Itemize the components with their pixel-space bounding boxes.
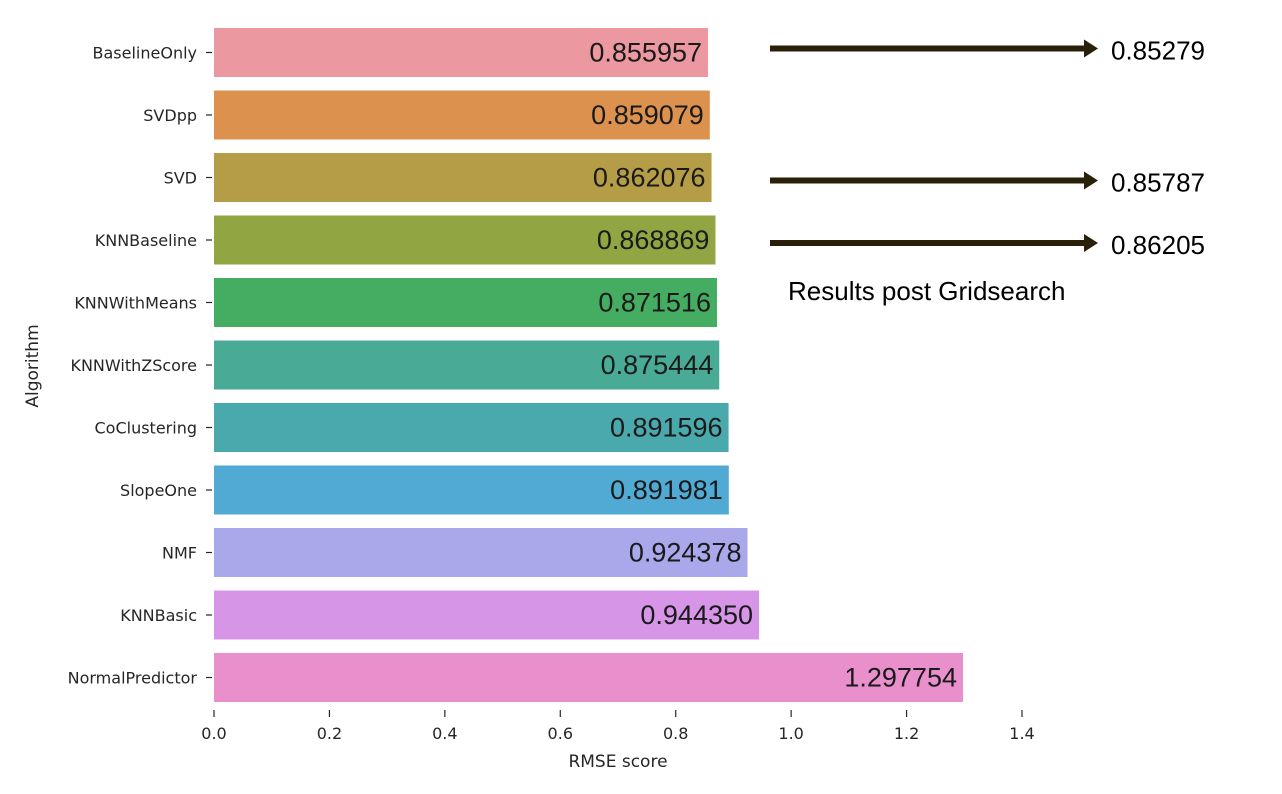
x-tick-label: 0.6 xyxy=(548,724,573,743)
x-tick-label: 0.0 xyxy=(201,724,226,743)
y-tick-label: SVD xyxy=(164,169,197,188)
bar-coclustering xyxy=(214,403,729,452)
x-tick-label: 1.0 xyxy=(778,724,803,743)
bar-value-label: 0.891981 xyxy=(610,475,723,505)
bar-svd xyxy=(214,153,712,202)
arrow-head xyxy=(1084,39,1098,58)
y-tick-label: SVDpp xyxy=(143,106,197,125)
y-axis: BaselineOnly SVDpp SVD KNNBaseline KNNWithMe… xyxy=(68,44,212,688)
bar-knnwithmeans xyxy=(214,278,717,327)
y-tick-label: CoClustering xyxy=(95,419,198,438)
bar-value-label: 1.297754 xyxy=(844,663,957,693)
bar-nmf xyxy=(214,528,748,577)
x-tick-label: 1.2 xyxy=(894,724,919,743)
arrow-head xyxy=(1084,234,1098,252)
annotation-value: 0.86205 xyxy=(1111,230,1205,260)
bar-knnwithzscore xyxy=(214,340,720,390)
y-tick-label: NMF xyxy=(162,544,197,563)
x-axis: 0.0 0.2 0.4 0.6 0.8 1.0 1.2 1.4 xyxy=(201,710,1035,743)
annotation-note: Results post Gridsearch xyxy=(788,276,1065,306)
bar-knnbasic xyxy=(214,590,760,640)
x-tick-label: 1.4 xyxy=(1009,724,1034,743)
bar-value-label: 0.859079 xyxy=(591,100,704,130)
bar-value-label: 0.868869 xyxy=(597,225,710,255)
y-tick-label: KNNBaseline xyxy=(95,231,197,250)
x-tick-label: 0.4 xyxy=(432,724,457,743)
bar-value-label: 0.871516 xyxy=(598,288,711,318)
bar-slopeone xyxy=(214,465,729,515)
y-axis-label: Algorithm xyxy=(23,324,43,407)
bar-value-label: 0.855957 xyxy=(589,38,702,68)
bars-layer: 0.855957 0.859079 0.862076 0.868869 0.871516… xyxy=(214,28,963,702)
x-axis-label: RMSE score xyxy=(568,752,667,772)
bar-svdpp xyxy=(214,90,710,140)
x-tick-label: 0.2 xyxy=(317,724,342,743)
bar-value-label: 0.875444 xyxy=(601,350,714,380)
y-tick-label: KNNBasic xyxy=(120,606,197,625)
x-tick-label: 0.8 xyxy=(663,724,688,743)
y-tick-label: NormalPredictor xyxy=(68,669,198,688)
bar-value-label: 0.944350 xyxy=(640,600,753,630)
y-tick-label: KNNWithZScore xyxy=(70,356,197,375)
annotations: Results post Gridsearch 0.85279 0.85787 0.… xyxy=(770,36,1205,306)
arrow-head xyxy=(1084,171,1098,190)
bar-value-label: 0.862076 xyxy=(593,163,706,193)
y-tick-label: BaselineOnly xyxy=(93,44,197,63)
bar-normalpredictor xyxy=(214,653,963,702)
bar-value-label: 0.924378 xyxy=(629,538,742,568)
annotation-value: 0.85787 xyxy=(1111,168,1205,198)
y-tick-label: SlopeOne xyxy=(120,481,197,500)
annotation-value: 0.85279 xyxy=(1111,36,1205,66)
bar-knnbaseline xyxy=(214,215,716,265)
bar-value-label: 0.891596 xyxy=(610,413,723,443)
bar-baselineonly xyxy=(214,28,709,77)
y-tick-label: KNNWithMeans xyxy=(74,294,197,313)
